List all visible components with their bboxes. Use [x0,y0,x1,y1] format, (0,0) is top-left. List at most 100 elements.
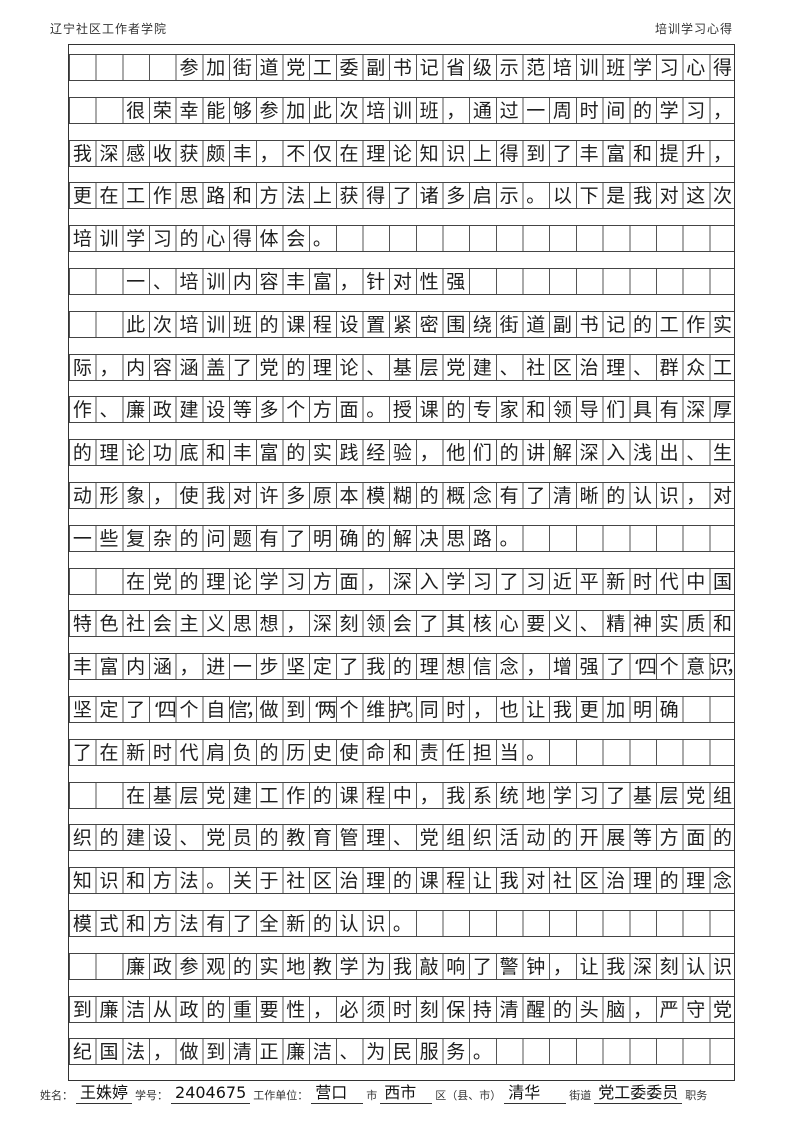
grid-cell: 增 [552,656,572,679]
grid-cell: 、 [99,399,119,422]
grid-cell: 启 [472,185,492,208]
grid-cell: 法 [286,185,306,208]
grid-cell: 我 [392,955,412,978]
handwritten-line: 际，内容涵盖了党的理论、基层党建、社区治理、群众工 [69,355,734,380]
grid-cell: 概 [446,485,466,507]
grid-cell: 基 [392,356,412,379]
grid-cell: 上 [472,142,492,165]
grid-cell: 醒 [526,998,546,1021]
handwritten-line: 纪国法 ， 做到清正廉洁、为民服务。 [69,1039,734,1064]
grid-cell: 会 [152,613,172,636]
grid-cell: 经 [366,442,386,465]
grid-cell: 的 [259,741,279,764]
grid-cell: 实 [712,313,732,336]
grid-cell: “四 [634,656,657,679]
street-value: 清华 [504,1083,567,1104]
grid-cell: 通 [472,99,492,122]
grid-cell: 际 [72,356,92,379]
city-label: 市 [366,1089,378,1102]
grid-cell: 盖 [206,356,226,379]
grid-cell: 深 [579,442,599,465]
grid-cell: 的 [606,485,626,507]
grid-row: 了在新时代肩负的历史使命和责任担当。 [69,738,734,766]
grid-cell: 习 [659,57,679,79]
name-value: 王姝婷 [76,1083,133,1104]
grid-cell: ， [712,99,732,122]
grid-cell: 的 [259,313,279,336]
grid-cell: 理 [366,870,386,893]
grid-cell: 理 [632,870,652,893]
grid-cell: 加 [606,699,626,721]
grid-cell: 社 [126,613,146,636]
grid-cell: 底 [179,442,199,465]
grid-cell: 导 [579,399,599,422]
grid-cell: 更 [579,699,599,721]
grid-cell: 在 [99,185,119,208]
grid-cell: 程 [312,313,332,336]
grid-cell: 密 [419,313,439,336]
grid-cell: 主 [179,613,199,636]
grid-cell: 和 [712,613,732,636]
handwritten-line: 培训学习的心得体会。 [69,226,734,251]
grid-cell: 论 [232,570,252,593]
grid-cell: 党 [259,356,279,379]
grid-cell: 法 [126,1041,146,1064]
grid-cell: 级 [472,57,492,79]
grid-cell: 会 [286,228,306,251]
handwritten-line: 织的建设、党员的教育管理、党组织活动的开展等方面的 [69,825,734,850]
grid-row: 在党的理论学习方面，深入学习了习近平新时代中国 [69,567,734,595]
grid-cell: 决 [419,527,439,550]
grid-cell: 精 [606,613,626,636]
grid-cell: 和 [232,185,252,208]
grid-cell: 深 [686,399,706,422]
grid-cell: 从 [152,998,172,1021]
grid-cell: 意 [686,656,706,679]
grid-cell: 层 [659,784,679,807]
grid-cell: 法 [179,913,199,935]
grid-row: 特色社会主义思想，深刻领会了其核心要义、精神实质和 [69,610,734,638]
district-value: 西市 [380,1083,433,1104]
grid-cell: 清 [499,998,519,1021]
grid-cell: ， [446,99,466,122]
grid-cell: 必 [339,998,359,1021]
grid-cell: 时 [392,998,412,1021]
grid-cell: 、 [686,442,706,465]
grid-cell: 丰 [72,656,92,679]
grid-cell: 党 [712,998,732,1021]
grid-cell: 和 [632,142,652,165]
grid-cell: 核 [472,613,492,636]
handwritten-line: 丰富内涵，进一步坚定了我的理想信念，增强了 “四个意识”， [69,654,745,679]
grid-cell: ， [179,656,199,679]
grid-cell: 围 [446,313,466,336]
grid-cell: 党 [286,57,306,79]
grid-row: 织的建设、党员的教育管理、党组织活动的开展等方面的 [69,824,734,852]
grid-cell: 绕 [472,313,492,336]
grid-cell: 我 [446,784,466,807]
grid-cell: 入 [419,570,439,593]
grid-cell: 、 [339,1041,359,1064]
signature-footer: 姓名： 王姝婷 学号： 2404675 工作单位： 营口 市 西市 区（县、市）… [40,1083,707,1104]
grid-cell: 观 [206,955,226,978]
grid-cell: 社 [526,356,546,379]
grid-cell: 工 [259,784,279,807]
grid-cell: 了 [552,142,572,165]
grid-cell: 荣 [152,99,172,122]
grid-cell: 工 [659,313,679,336]
grid-cell: 学 [446,570,466,593]
grid-cell: 了 [232,913,252,935]
grid-cell: 地 [286,955,306,978]
grid-row: 此次培训班的课程设置紧密围绕街道副书记的工作实 [69,310,734,338]
grid-cell: 头 [579,998,599,1021]
grid-cell: 获 [179,142,199,165]
grid-cell: 重 [232,998,252,1021]
grid-cell: 新 [126,741,146,764]
grid-cell: 刻 [339,613,359,636]
grid-cell: 体 [259,228,279,251]
grid-cell: 性 [419,271,439,293]
grid-cell: 敲 [419,955,439,978]
grid-cell: 够 [232,99,252,122]
grid-cell: 、 [152,271,172,293]
grid-cell: 训 [392,99,412,122]
grid-cell: 以 [552,185,572,208]
grid-row: 到廉洁从政的重要性，必须时刻保持清醒的头脑，严守党 [69,995,734,1023]
